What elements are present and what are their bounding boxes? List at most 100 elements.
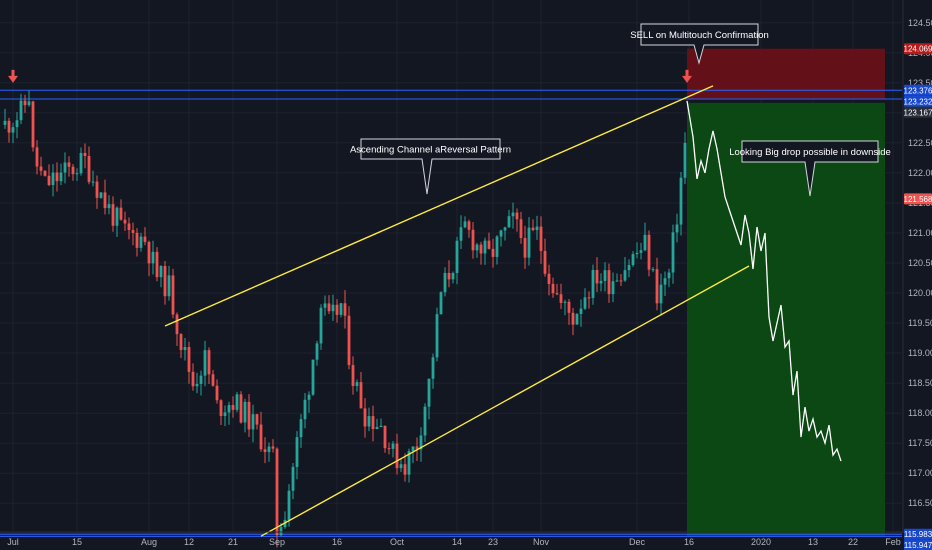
candle-body — [651, 269, 655, 271]
candle-body — [195, 383, 199, 387]
candle-body — [435, 314, 439, 358]
candle-body — [139, 236, 143, 248]
candle-body — [211, 374, 215, 386]
channel-lower-line — [260, 265, 750, 537]
candle-body — [663, 278, 667, 285]
candle-body — [175, 314, 179, 335]
price-tag: 115.947 — [904, 539, 932, 550]
candle-body — [127, 223, 131, 231]
candle-body — [615, 280, 619, 282]
candle-body — [163, 266, 167, 297]
candle-body — [199, 375, 203, 384]
candle-body — [279, 527, 283, 536]
candle-body — [519, 219, 523, 239]
sell-markers — [8, 69, 692, 83]
candle-body — [263, 449, 267, 452]
time-tick-label: Jul — [7, 537, 19, 547]
candle-body — [291, 466, 295, 491]
candle-body — [39, 166, 43, 171]
candle-body — [135, 232, 139, 248]
candle-body — [403, 464, 407, 475]
candle-body — [203, 350, 207, 376]
candle-body — [379, 425, 383, 427]
candle-body — [123, 219, 127, 224]
price-tick-label: 124.500 — [908, 18, 932, 28]
candle-body — [475, 244, 479, 251]
candle-body — [667, 272, 671, 279]
trade-zones — [687, 48, 885, 537]
price-tick-label: 118.500 — [908, 378, 932, 388]
candle-body — [607, 270, 611, 295]
candle-body — [35, 147, 39, 167]
candle-body — [579, 308, 583, 314]
time-tick-label: Aug — [141, 537, 157, 547]
price-tag: 123.167 — [904, 106, 932, 118]
candle-body — [551, 283, 555, 294]
candle-body — [599, 280, 603, 284]
candle-body — [323, 303, 327, 308]
time-tick-label: 14 — [452, 537, 462, 547]
price-tick-label: 122.500 — [908, 138, 932, 148]
time-axis[interactable]: Jul 15 Aug 12 21 Sep 16 Oct 14 23 Nov Dec 16 2020 13 22… — [0, 531, 932, 547]
candle-body — [43, 170, 47, 176]
candle-body — [683, 142, 687, 178]
candle-body — [527, 227, 531, 258]
candle-body — [11, 127, 15, 133]
candle-body — [495, 236, 499, 257]
price-tag-label: 121.568 — [904, 195, 932, 204]
price-tick-label: 122.000 — [908, 168, 932, 178]
projection-line — [686, 100, 842, 462]
candle-body — [391, 443, 395, 449]
candle-body — [267, 446, 271, 452]
price-tag-box — [904, 95, 932, 107]
price-tick-label: 123.500 — [908, 78, 932, 88]
candle-body — [315, 343, 319, 360]
candle-body — [95, 181, 99, 198]
channel-callout: Ascending Channel aReversal Pattern — [350, 138, 511, 195]
time-tick-label: 21 — [228, 537, 238, 547]
candle-body — [47, 175, 51, 186]
candle-body — [371, 416, 375, 430]
time-tick-label: 16 — [684, 537, 694, 547]
arrow-head — [8, 75, 18, 83]
candle-body — [587, 297, 591, 299]
candle-body — [643, 234, 647, 251]
candle-body — [339, 303, 343, 315]
candle-body — [423, 406, 427, 436]
candle-body — [635, 252, 639, 255]
candle-body — [415, 446, 419, 450]
candle-body — [79, 152, 83, 174]
price-tick-label: 117.500 — [908, 438, 932, 448]
candle-body — [583, 297, 587, 309]
candle-body — [7, 120, 11, 133]
time-tick-label: 15 — [72, 537, 82, 547]
candle-body — [531, 227, 535, 231]
candle-body — [387, 448, 391, 450]
candle-body — [419, 435, 423, 450]
candle-body — [207, 350, 211, 375]
candle-body — [411, 446, 415, 452]
price-tick-label: 117.000 — [908, 468, 932, 478]
time-tick-label: Feb — [885, 537, 901, 547]
arrow-stem — [11, 69, 15, 77]
candle-body — [75, 173, 79, 175]
price-tick-label: 116.500 — [908, 498, 932, 508]
sell-callout: SELL on Multitouch Confirmation — [630, 23, 769, 65]
candle-body — [479, 244, 483, 254]
candle-body — [51, 172, 55, 186]
drop-callout: Looking Big drop possible in downside — [729, 140, 891, 197]
time-tick-label: Sep — [269, 537, 285, 547]
candle-body — [431, 357, 435, 379]
candle-body — [183, 347, 187, 351]
time-tick-label: 16 — [332, 537, 342, 547]
price-tick-label: 119.000 — [908, 348, 932, 358]
candle-body — [451, 273, 455, 280]
arrow-stem — [685, 69, 689, 77]
candle-body — [567, 301, 571, 313]
candle-body — [187, 347, 191, 372]
candle-body — [675, 224, 679, 233]
price-tag: 121.568 — [904, 193, 932, 205]
candle-body — [331, 304, 335, 312]
candle-body — [347, 315, 351, 366]
